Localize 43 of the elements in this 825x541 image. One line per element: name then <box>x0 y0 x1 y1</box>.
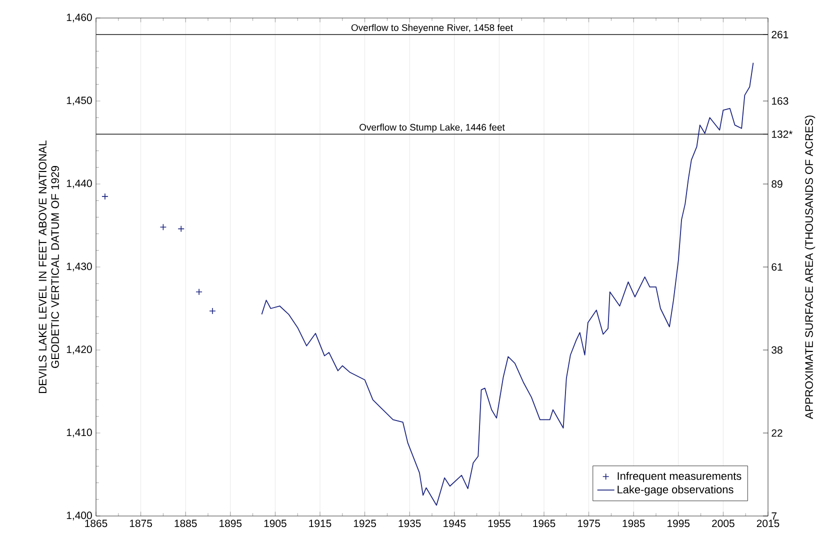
text: 261 <box>772 30 788 38</box>
y-tick-label: 1,430 <box>66 262 92 272</box>
y-tick-label: 1,420 <box>66 346 92 354</box>
x-tick-label: 1995 <box>668 520 690 528</box>
y-axis-title: DEVILS LAKE LEVEL IN FEET ABOVE NATIONAL GEODETIC VERTICAL DATUM OF 1929 <box>38 140 59 393</box>
legend-label: Infrequent measurements <box>618 472 742 482</box>
x-tick-label: 1915 <box>309 520 332 528</box>
point <box>102 193 108 200</box>
legend-label: Lake-gage observations <box>618 485 734 496</box>
y-tick-label: 1,460 <box>66 14 92 22</box>
text: 132* <box>772 130 793 138</box>
y-tick-label: 1,440 <box>66 180 92 188</box>
point <box>178 225 185 232</box>
text: 38 <box>772 346 782 354</box>
x-tick-label: 1935 <box>398 520 421 528</box>
ref-line-label: Overflow to Sheyenne River, 1458 feet <box>351 24 513 33</box>
x-tick-label: 1945 <box>444 520 466 528</box>
text: 7 <box>772 512 776 520</box>
x-tick-label: 1925 <box>354 520 376 528</box>
ref-line-label: Overflow to Stump Lake, 1446 feet <box>360 124 505 133</box>
text: 163 <box>772 97 788 105</box>
y2-axis-title: APPROXIMATE SURFACE AREA (THOUSANDS OF ACRES) <box>804 116 816 420</box>
x-tick-label: 1985 <box>622 520 645 528</box>
y-tick-label: 1,410 <box>66 428 92 438</box>
y-tick-label: 1,400 <box>66 512 92 520</box>
text: 89 <box>772 180 782 188</box>
point <box>209 308 216 314</box>
text: 61 <box>772 263 782 271</box>
point <box>196 288 202 296</box>
x-tick-label: 1885 <box>174 520 197 528</box>
line-series <box>261 62 754 506</box>
x-tick-label: 2005 <box>712 520 734 528</box>
text: 22 <box>772 429 782 437</box>
x-tick-label: 2015 <box>756 520 780 528</box>
x-tick-label: 1865 <box>85 520 108 528</box>
x-tick-label: 1895 <box>220 520 242 528</box>
y-tick-label: 1,450 <box>66 96 92 106</box>
x-tick-label: 1965 <box>533 520 556 528</box>
x-tick-label: 1875 <box>130 520 152 528</box>
x-tick-label: 1955 <box>488 520 510 528</box>
point <box>160 224 167 231</box>
x-tick-label: 1905 <box>264 520 286 528</box>
x-tick-label: 1975 <box>578 520 600 528</box>
